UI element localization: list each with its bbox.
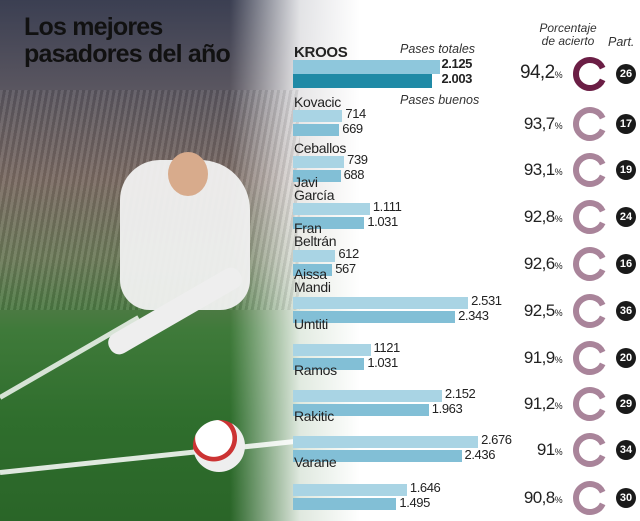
matches-badge: 26 [616,64,636,84]
accuracy-percent: 90,8% [523,488,563,507]
accuracy-percent: 91,9% [523,348,563,367]
value-good: 1.495 [399,495,430,510]
bar-total [293,250,336,262]
value-total: 714 [345,106,366,121]
value-total: 2.125 [441,56,472,71]
accuracy-arc [573,481,606,515]
bar-good [293,264,333,276]
player-name: Ceballos [294,140,347,156]
matches-badge: 34 [616,440,636,460]
bar-good [293,311,456,323]
bar-good [293,450,462,462]
accuracy-percent: 92,6% [523,254,563,273]
bar-total [293,156,345,168]
value-total: 1.646 [409,480,441,495]
accuracy-arc [573,107,606,141]
player-name: Kovacic [294,94,341,110]
bar-total [293,60,440,74]
bar-good [293,74,432,88]
accuracy-arc [573,153,606,187]
matches-badge: 30 [616,488,636,508]
value-good: 2.343 [458,308,489,323]
value-good: 1.031 [367,214,398,229]
value-good: 2.003 [441,71,472,86]
bar-total [293,203,370,215]
player-name: Rakitic [294,408,334,424]
matches-badge: 19 [616,160,636,180]
player-name: Varane [294,454,337,470]
bar-total [293,484,407,496]
accuracy-ring-icon [573,433,606,467]
accuracy-ring-icon [573,200,606,234]
value-total: 1121 [373,340,401,355]
accuracy-ring-icon [573,247,606,281]
matches-badge: 29 [616,394,636,414]
chart-title: Los mejores pasadores del año [24,13,231,68]
accuracy-arc [573,433,606,467]
value-good: 567 [335,261,356,276]
accuracy-ring-icon [573,107,606,141]
accuracy-ring-icon [573,294,606,328]
accuracy-percent: 94,2% [520,62,563,83]
bar-total [293,436,479,448]
accuracy-percent: 93,7% [523,114,563,133]
accuracy-arc [573,387,606,421]
value-good: 688 [343,167,365,182]
accuracy-ring-icon [573,57,606,91]
accuracy-arc [573,341,606,375]
value-total: 2.676 [481,432,512,447]
player-name: Aissa Mandi [294,266,331,295]
bar-total [293,344,371,356]
bar-good [293,498,397,510]
accuracy-arc [573,200,606,234]
value-total: 2.531 [471,293,502,308]
accuracy-percent: 92,8% [523,207,563,226]
bar-good [293,217,365,229]
bar-total [293,390,442,402]
player-name: Ramos [294,362,337,378]
player-name: Javi García [294,174,335,203]
value-good: 669 [342,121,363,136]
bar-good [293,170,341,182]
accuracy-arc [573,57,606,91]
matches-badge: 16 [616,254,636,274]
accuracy-arc [573,247,606,281]
bar-total [293,297,469,309]
value-good: 1.031 [367,355,398,370]
matches-header: Part. [608,35,635,49]
matches-badge: 24 [616,207,636,227]
accuracy-ring-icon [573,481,606,515]
bar-good [293,124,340,136]
value-total: 2.152 [444,386,476,401]
pct-header: Porcentaje de acierto [539,21,597,48]
value-good: 1.963 [431,401,463,416]
accuracy-ring-icon [573,387,606,421]
bar-good [293,358,365,370]
accuracy-ring-icon [573,341,606,375]
value-good: 2.436 [464,447,496,462]
value-total: 1.111 [372,199,402,214]
value-total: 612 [338,246,359,261]
accuracy-percent: 93,1% [523,160,563,179]
bar-total [293,110,343,122]
legend-good: Pases buenos [400,93,480,107]
accuracy-percent: 91,2% [523,394,563,413]
value-total: 739 [347,152,368,167]
player-name: KROOS [294,44,348,61]
accuracy-percent: 91% [536,440,563,459]
matches-badge: 17 [616,114,636,134]
accuracy-percent: 92,5% [523,301,563,320]
bar-good [293,404,429,416]
matches-badge: 20 [616,348,636,368]
ball-image [193,420,245,472]
player-name: Umtiti [294,316,328,332]
legend-total: Pases totales [400,42,476,56]
player-head-image [168,152,208,196]
accuracy-ring-icon [573,153,606,187]
matches-badge: 36 [616,301,636,321]
accuracy-arc [573,294,606,328]
player-name: Fran Beltrán [294,220,337,249]
